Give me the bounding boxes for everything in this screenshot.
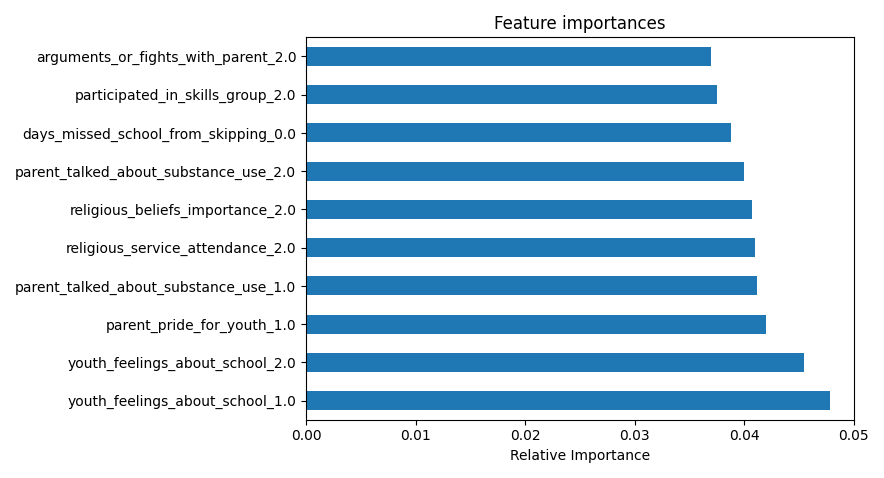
Bar <box>306 391 829 410</box>
Bar <box>306 85 717 104</box>
Bar <box>306 123 731 142</box>
X-axis label: Relative Importance: Relative Importance <box>510 449 650 463</box>
Bar <box>306 276 758 295</box>
Bar <box>306 238 755 257</box>
Bar <box>306 47 712 66</box>
Bar <box>306 162 744 181</box>
Bar <box>306 200 751 219</box>
Bar <box>306 315 766 334</box>
Title: Feature importances: Feature importances <box>494 15 666 33</box>
Bar <box>306 353 804 372</box>
